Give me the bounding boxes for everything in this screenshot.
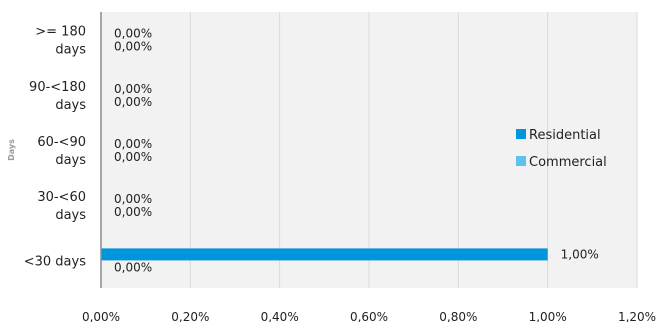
legend-swatch-residential (516, 129, 526, 139)
x-tick-labels: 0,00% 0,20% 0,40% 0,60% 0,80% 1,00% 1,20% (82, 310, 656, 322)
data-label-commercial: 0,00% (114, 150, 152, 164)
data-label-residential: 0,00% (114, 137, 152, 151)
category-label: days (55, 43, 86, 58)
data-label-commercial: 0,00% (114, 40, 152, 54)
x-tick-label: 0,60% (350, 310, 388, 322)
data-label-commercial: 0,00% (114, 95, 152, 109)
legend-label-commercial: Commercial (529, 155, 607, 170)
category-label: days (55, 98, 86, 113)
data-label-residential: 0,00% (114, 192, 152, 206)
legend-label-residential: Residential (529, 128, 601, 143)
data-label-residential: 0,00% (114, 82, 152, 96)
category-label: 30-<60 (37, 190, 86, 205)
category-label: 60-<90 (37, 135, 86, 150)
data-labels: 0,00%0,00%0,00%0,00%0,00%0,00%0,00%0,00%… (114, 27, 599, 275)
x-tick-label: 0,80% (439, 310, 477, 322)
category-label: <30 days (24, 254, 86, 269)
x-tick-label: 0,20% (171, 310, 209, 322)
category-label: >= 180 (35, 25, 86, 40)
gridlines (189, 12, 638, 288)
legend-swatch-commercial (516, 156, 526, 166)
category-labels: >= 180 days 90-<180 days 60-<90 days 30-<60 day… (24, 25, 86, 270)
category-label: 90-<180 (29, 80, 86, 95)
category-label: days (55, 153, 86, 168)
data-label-commercial: 0,00% (114, 260, 152, 274)
x-tick-label: 0,00% (82, 310, 120, 322)
category-label: days (55, 208, 86, 223)
data-label-residential: 1,00% (561, 247, 599, 261)
y-axis-title: Days (7, 139, 16, 161)
data-label-residential: 0,00% (114, 27, 152, 41)
x-tick-label: 1,20% (618, 310, 656, 322)
x-tick-label: 0,40% (261, 310, 299, 322)
bar-residential (101, 248, 548, 261)
x-tick-label: 1,00% (529, 310, 567, 322)
bars (101, 248, 548, 261)
data-label-commercial: 0,00% (114, 205, 152, 219)
legend: Residential Commercial (516, 128, 607, 170)
